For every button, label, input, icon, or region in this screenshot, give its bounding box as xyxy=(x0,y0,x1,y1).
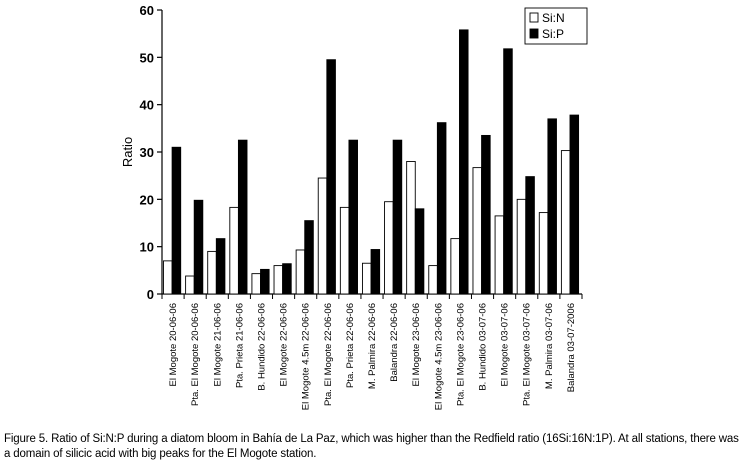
bar-si-p xyxy=(237,139,248,295)
bar-si-n xyxy=(538,212,549,295)
x-tick-label: Balandra 22-06-06 xyxy=(389,303,400,382)
x-tick-label: El Mogote 21-06-06 xyxy=(212,303,223,386)
legend-swatch-si-n xyxy=(529,12,539,23)
x-tick-label: Pta. Prieta 22-06-06 xyxy=(345,303,356,388)
bar-si-p xyxy=(414,208,425,295)
x-tick-label: El Mogote 4.5m 23-06-06 xyxy=(433,303,444,410)
x-tick-label: Pta. El Mogote 23-06-06 xyxy=(455,303,466,406)
bar-si-p xyxy=(481,134,491,295)
bar-si-n xyxy=(229,206,239,295)
x-tick-label: Pta. El Mogote 03-07-06 xyxy=(522,303,533,406)
x-tick-label: B. Hundido 03-07-06 xyxy=(478,303,489,391)
bar-si-p xyxy=(326,59,336,295)
bar-si-n xyxy=(516,198,527,295)
bar-si-n xyxy=(163,260,173,295)
bar-si-p xyxy=(547,118,557,295)
x-tick-label: M. Palmira 03-07-06 xyxy=(544,303,555,389)
bar-si-n xyxy=(273,265,284,295)
legend-label-si-p: Si:P xyxy=(542,27,564,41)
category-labels-layer: El Mogote 20-06-06 Pta. El Mogote 20-06-0… xyxy=(168,303,577,410)
bar-si-p xyxy=(282,263,292,295)
x-tick-label: El Mogote 03-07-06 xyxy=(500,303,511,386)
bar-si-n xyxy=(207,250,217,295)
y-tick-label: 50 xyxy=(140,50,154,65)
bar-si-n xyxy=(494,215,505,295)
bar-si-n xyxy=(406,161,416,295)
x-tick-label: El Mogote 22-06-06 xyxy=(279,303,290,386)
bar-si-n xyxy=(251,273,261,295)
y-tick-label: 40 xyxy=(140,98,154,113)
bar-si-p xyxy=(392,139,403,295)
bar-si-n xyxy=(295,249,306,295)
bar-si-n xyxy=(472,167,483,295)
bar-si-p xyxy=(436,122,447,295)
bar-si-p xyxy=(215,238,226,295)
bar-si-p xyxy=(193,199,204,295)
axes-layer: 0 10 20 30 40 50 60 xyxy=(140,3,583,302)
x-tick-label: El Mogote 23-06-06 xyxy=(411,303,422,386)
x-tick-label: Pta. Prieta 21-06-06 xyxy=(234,303,245,388)
x-tick-label: Balandra 03-07-2006 xyxy=(566,303,577,392)
figure-caption: Figure 5. Ratio of Si:N:P during a diato… xyxy=(4,433,739,460)
bar-si-n xyxy=(185,275,195,295)
bar-si-p xyxy=(525,176,535,295)
x-tick-label: El Mogote 4.5m 22-06-06 xyxy=(301,303,312,410)
legend-swatch-si-p xyxy=(529,28,539,39)
bar-si-n xyxy=(317,177,328,295)
bar-si-p xyxy=(503,48,513,295)
bar-si-n xyxy=(560,150,571,295)
bar-si-n xyxy=(361,262,372,295)
x-tick-label: B. Hundido 22-06-06 xyxy=(256,303,267,391)
bar-si-p xyxy=(459,29,469,295)
x-tick-label: El Mogote 20-06-06 xyxy=(168,303,179,386)
x-tick-label: M. Palmira 22-06-06 xyxy=(367,303,378,389)
y-tick-label: 10 xyxy=(140,240,154,255)
bar-si-p xyxy=(260,268,270,295)
bar-chart: 0 10 20 30 40 50 60 El Mogote 20-06-06 Pta. El … xyxy=(120,3,588,410)
x-tick-label: Pta. El Mogote 20-06-06 xyxy=(190,303,201,406)
y-tick-label: 30 xyxy=(140,145,154,160)
bar-si-p xyxy=(304,220,314,295)
bar-si-p xyxy=(370,249,381,295)
legend-label-si-n: Si:N xyxy=(542,11,565,25)
bar-si-p xyxy=(348,139,358,295)
bar-si-p xyxy=(569,114,580,295)
y-tick-label: 60 xyxy=(140,3,154,18)
bar-si-p xyxy=(171,146,182,295)
bar-si-n xyxy=(428,265,438,295)
bar-si-n xyxy=(450,238,460,295)
bars-layer xyxy=(163,29,580,295)
y-tick-label: 20 xyxy=(140,192,154,207)
x-tick-label: Pta. El Mogote 22-06-06 xyxy=(323,303,334,406)
y-tick-label: 0 xyxy=(147,287,154,302)
bar-si-n xyxy=(339,206,350,295)
legend: Si:N Si:P xyxy=(524,7,588,45)
bar-si-n xyxy=(384,201,394,295)
y-axis-label: Ratio xyxy=(120,137,135,167)
